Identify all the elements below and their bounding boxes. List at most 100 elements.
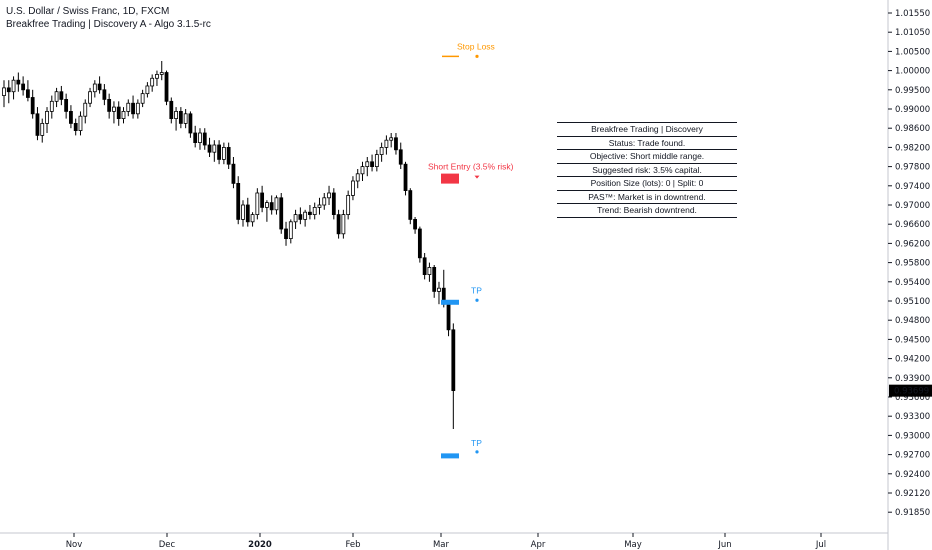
price-tick-label: 0.91850 [895,508,930,518]
candle [403,161,408,196]
candle [83,99,88,124]
candle [183,109,188,129]
candle [432,265,437,298]
price-tick-label: 1.00000 [895,67,930,77]
price-tick-label: 0.93300 [895,412,930,422]
candle [97,76,102,94]
candle [69,105,73,129]
candle [241,200,245,227]
last-price-value: 0.93699 [894,387,929,397]
candle [121,107,126,124]
candle [346,190,351,220]
candle [49,95,54,119]
candle [374,149,379,172]
candle [408,188,413,225]
info-row-objective: Objective: Short middle range. [557,150,737,164]
candle [322,193,327,210]
last-price-badge [889,384,932,397]
time-axis: Nov Dec 2020 Feb Mar Apr May Jun Jul [66,533,826,550]
price-tick-label: 1.00500 [895,47,930,57]
price-tick-label: 0.97800 [895,163,930,173]
candle [16,72,21,92]
info-row-position-size: Position Size (lots): 0 | Split: 0 [557,177,737,191]
candle [379,142,384,162]
indicator-title[interactable]: Breakfree Trading | Discovery A - Algo 3… [6,19,211,30]
price-tick-label: 0.94500 [895,335,930,345]
candle [250,212,255,227]
candle [288,219,293,244]
short-entry-zone [441,173,459,184]
candle [145,82,150,98]
price-tick-label: 0.92700 [895,451,930,461]
candle [327,185,331,205]
time-tick-label: Feb [345,540,360,550]
candle [169,97,174,124]
candle [30,89,35,119]
candle [178,107,183,129]
stop-loss-label: Stop Loss [457,41,495,51]
candle [427,262,432,282]
take-profit-2-marker [475,450,479,454]
candle [389,133,394,148]
candle [451,323,456,429]
candle [279,193,284,234]
candle [255,188,260,220]
candle [102,84,107,106]
candle [274,195,279,215]
candle [336,209,341,239]
candle [370,154,374,172]
candle [188,111,193,138]
candle [312,202,317,220]
candle [131,95,135,119]
candle [150,74,155,92]
candle [45,107,49,133]
price-tick-label: 0.92120 [895,489,930,499]
time-tick-label: 2020 [248,540,272,550]
price-tick-label: 0.94800 [895,316,930,326]
info-row-status: Status: Trade found. [557,137,737,150]
candle [446,301,451,337]
candle [35,107,40,141]
price-tick-label: 0.97400 [895,182,930,192]
price-tick-label: 0.98600 [895,124,930,134]
candle [217,140,222,165]
price-tick-label: 0.95100 [895,297,930,307]
take-profit-1-label: TP [471,285,482,295]
info-row-pas: PAS™: Market is in downtrend. [557,191,737,204]
price-axis: 1.01550 1.01050 1.00500 1.00000 0.99500 0.990… [888,9,930,518]
time-tick-label: Jun [717,540,731,550]
candle [116,101,121,126]
candle [6,80,11,104]
stop-loss-marker [475,54,479,58]
price-tick-label: 0.95400 [895,278,930,288]
candle [21,76,26,96]
candle [64,93,69,119]
candle [260,185,265,213]
symbol-title: U.S. Dollar / Swiss Franc, 1D, FXCM [6,6,170,17]
time-tick-label: Dec [159,540,176,550]
price-tick-label: 0.97000 [895,201,930,211]
candle [25,80,30,102]
candle [413,217,417,234]
candle [221,142,226,165]
candle [73,118,78,136]
trade-annotations: Stop Loss Short Entry (3.5% risk) TP TP [428,41,514,459]
price-tick-label: 1.01050 [895,28,930,38]
candle [212,140,217,162]
take-profit-2-label: TP [471,438,482,448]
candle [264,200,269,222]
candle [341,209,346,239]
price-tick-label: 0.99000 [895,105,930,115]
info-row-title: Breakfree Trading | Discovery [557,123,737,137]
price-tick-label: 0.96600 [895,220,930,230]
price-tick-label: 0.92400 [895,470,930,480]
info-row-trend: Trend: Bearish downtrend. [557,204,737,218]
take-profit-1-zone [441,299,459,305]
short-entry-label: Short Entry (3.5% risk) [428,162,514,172]
time-tick-label: May [624,540,642,550]
candle [140,89,145,108]
candle [384,135,389,155]
time-tick-label: Apr [531,540,546,550]
candle [236,176,241,225]
